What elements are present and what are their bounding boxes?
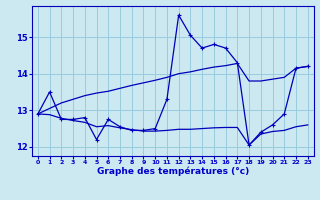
X-axis label: Graphe des températures (°c): Graphe des températures (°c)	[97, 167, 249, 176]
